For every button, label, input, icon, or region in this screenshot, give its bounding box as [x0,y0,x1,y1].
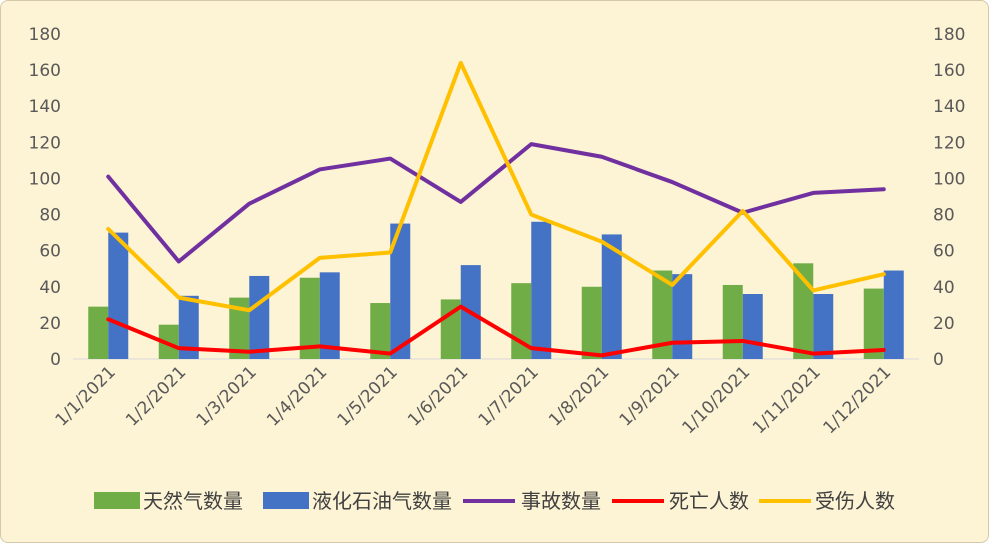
bar [158,324,179,359]
bar [883,270,904,359]
bar [319,272,340,359]
legend-label: 天然气数量 [143,489,243,513]
y-tick-label-left: 60 [39,242,61,262]
y-tick-label-left: 20 [39,314,61,334]
y-tick-label-left: 0 [50,350,61,370]
legend-swatch [263,492,309,509]
bar [370,303,391,359]
y-tick-label-right: 0 [933,350,944,370]
y-tick-label-right: 120 [933,133,965,153]
y-tick-label-left: 140 [29,97,61,117]
x-tick-label: 1/8/2021 [545,362,613,430]
x-tick-label: 1/4/2021 [263,362,331,430]
y-tick-label-right: 20 [933,314,955,334]
bar [813,294,834,359]
bar [108,232,129,359]
y-tick-label-left: 100 [29,169,61,189]
bar [652,270,673,359]
x-tick-label: 1/10/2021 [679,362,755,438]
x-tick-label: 1/1/2021 [52,362,120,430]
bar [390,223,411,359]
y-tick-label-right: 160 [933,61,965,81]
series-line [106,304,886,358]
bar [581,286,602,359]
x-tick-label: 1/9/2021 [616,362,684,430]
bar [722,284,743,359]
y-tick-label-right: 40 [933,278,955,298]
y-tick-label-right: 100 [933,169,965,189]
bar [178,295,199,359]
x-tick-label: 1/12/2021 [820,362,896,438]
x-tick-label: 1/6/2021 [404,362,472,430]
bar [742,294,763,359]
y-tick-label-right: 60 [933,242,955,262]
y-tick-label-left: 160 [29,61,61,81]
y-tick-label-left: 80 [39,206,61,226]
y-tick-label-right: 140 [933,97,965,117]
bar [249,275,270,359]
y-tick-label-right: 180 [933,25,965,45]
y-tick-label-left: 120 [29,133,61,153]
x-tick-label: 1/3/2021 [193,362,261,430]
bar [88,306,109,359]
bar [601,234,622,359]
bar [672,274,693,359]
y-tick-label-left: 40 [39,278,61,298]
bar [863,288,884,359]
bar [531,221,552,359]
bar [299,277,320,359]
legend-label: 受伤人数 [815,489,895,513]
x-tick-label: 1/5/2021 [334,362,402,430]
series-line [106,142,886,264]
y-tick-label-left: 180 [29,25,61,45]
legend-label: 液化石油气数量 [312,489,452,513]
x-tick-label: 1/11/2021 [749,362,825,438]
legend-swatch [94,492,140,509]
legend-label: 死亡人数 [669,489,749,513]
x-tick-label: 1/2/2021 [122,362,190,430]
bar [229,297,250,359]
x-tick-label: 1/7/2021 [475,362,543,430]
y-tick-label-right: 80 [933,206,955,226]
series-line [106,60,886,313]
legend-label: 事故数量 [521,489,601,513]
